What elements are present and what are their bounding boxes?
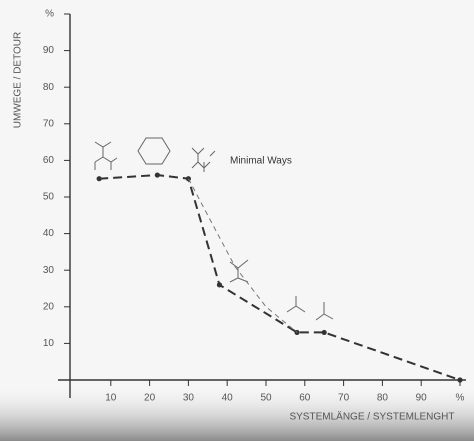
molecule-icon [191,147,216,172]
y-tick-label: % [45,9,54,20]
x-tick-label: 40 [222,393,234,404]
data-point [96,176,102,182]
x-tick-label: 20 [144,393,156,404]
y-tick-label: 90 [43,45,55,56]
data-point [457,377,463,383]
y-tick-label: 80 [43,82,55,93]
y-tick-label: 40 [43,228,55,239]
y-tick-label: 50 [43,192,55,203]
x-tick-label: 30 [183,393,195,404]
molecule-icons [94,137,334,321]
x-tick-label: 10 [105,393,117,404]
bottom-shade [0,385,474,441]
x-tick-label: 90 [416,393,428,404]
molecule-icon [315,302,334,321]
x-tick-label: 60 [299,393,311,404]
y-axis-label: UMWEGE / DETOUR [13,32,24,128]
y-tick-label: 60 [43,155,55,166]
data-point [154,172,160,178]
y-tick-label: 30 [43,265,55,276]
annotation: Minimal Ways [230,156,292,167]
y-tick-label: 70 [43,118,55,129]
series-line [187,178,298,333]
x-tick-label: 70 [338,393,350,404]
data-point [216,282,223,288]
y-tick-label: 10 [43,338,55,349]
molecule-icon [286,296,306,313]
x-tick-label: 50 [260,393,272,404]
x-axis-label: SYSTEMLÄNGE / SYSTEMLENGHT [289,411,454,423]
molecule-icon [137,137,171,165]
x-tick-label: 80 [377,393,389,404]
data-point [185,176,191,182]
molecule-icon [94,141,118,170]
x-tick-label: % [456,393,465,404]
y-tick-label: 20 [43,301,55,312]
data-point [321,329,327,336]
